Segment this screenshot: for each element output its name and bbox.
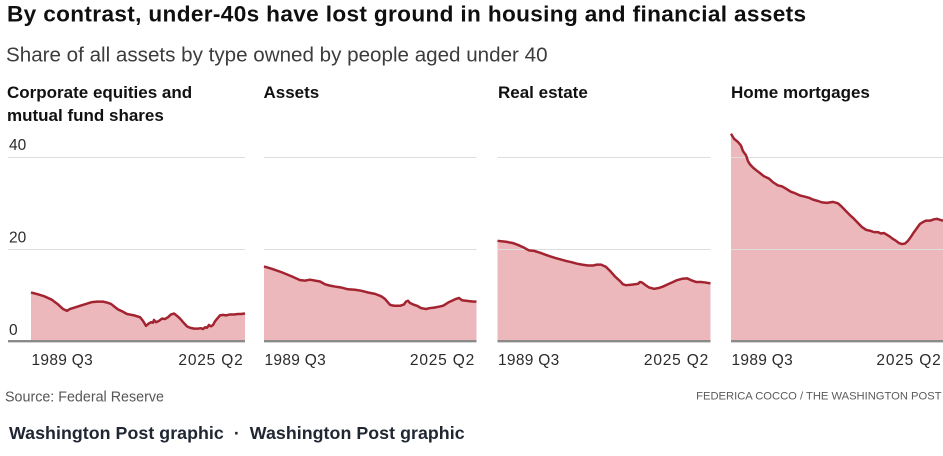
svg-text:By contrast, under-40s have lo: By contrast, under-40s have lost ground … xyxy=(7,2,806,27)
svg-text:FEDERICA COCCO / THE WASHINGTO: FEDERICA COCCO / THE WASHINGTON POST xyxy=(696,391,941,403)
svg-text:Home mortgages: Home mortgages xyxy=(731,83,870,102)
svg-text:Share of all assets by type ow: Share of all assets by type owned by peo… xyxy=(6,44,548,67)
svg-text:Source: Federal Reserve: Source: Federal Reserve xyxy=(5,390,164,406)
svg-text:2025 Q2: 2025 Q2 xyxy=(178,352,243,369)
svg-text:2025 Q2: 2025 Q2 xyxy=(644,352,709,369)
svg-text:40: 40 xyxy=(9,137,27,154)
svg-text:Washington Post graphic · Wa: Washington Post graphic · Washington Pos… xyxy=(9,423,465,443)
svg-text:1989 Q3: 1989 Q3 xyxy=(498,352,560,369)
svg-text:2025 Q2: 2025 Q2 xyxy=(410,352,475,369)
svg-text:1989 Q3: 1989 Q3 xyxy=(732,352,794,369)
svg-text:0: 0 xyxy=(9,322,18,339)
svg-text:1989 Q3: 1989 Q3 xyxy=(32,352,94,369)
svg-text:Corporate equities and: Corporate equities and xyxy=(7,83,192,102)
svg-text:Real estate: Real estate xyxy=(498,83,588,102)
svg-text:2025 Q2: 2025 Q2 xyxy=(876,352,941,369)
svg-text:20: 20 xyxy=(9,230,27,247)
svg-text:Assets: Assets xyxy=(264,83,320,102)
svg-text:1989 Q3: 1989 Q3 xyxy=(265,352,327,369)
svg-text:mutual fund shares: mutual fund shares xyxy=(7,106,164,125)
